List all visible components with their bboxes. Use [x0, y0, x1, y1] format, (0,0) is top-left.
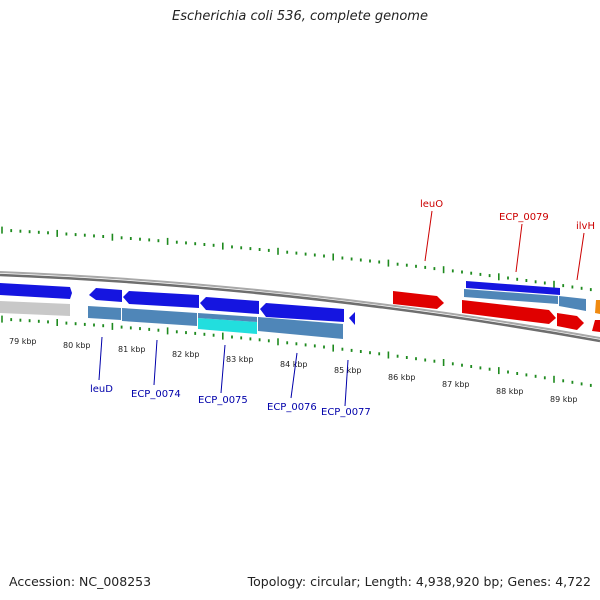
reverse-cds-bars [0, 289, 586, 339]
reverse-gene-arrow[interactable] [349, 312, 355, 325]
forward-gene-arrow[interactable] [462, 300, 556, 324]
inner-tick-marks [1, 315, 592, 387]
highlighted-cds-bar[interactable] [198, 318, 257, 334]
genome-stats-label: Topology: circular; Length: 4,938,920 bp… [247, 574, 591, 589]
scale-label: 83 kbp [226, 355, 254, 364]
accession-label: Accession: NC_008253 [9, 574, 152, 589]
gene-label-ecp-0075[interactable]: ECP_0075 [198, 395, 248, 406]
reverse-gene-arrow[interactable] [466, 281, 560, 295]
gene-label-leud[interactable]: leuD [90, 384, 113, 395]
gene-label-ilvh[interactable]: ilvH [576, 221, 595, 232]
forward-gene-arrow[interactable] [592, 320, 600, 332]
reverse-gene-arrow[interactable] [200, 297, 259, 314]
scale-label: 88 kbp [496, 387, 524, 396]
forward-strand-genes [393, 291, 600, 332]
label-leader-line [576, 232, 585, 281]
cds-bar[interactable] [122, 308, 197, 326]
gene-label-ecp-0074[interactable]: ECP_0074 [131, 389, 181, 400]
reverse-gene-arrow[interactable] [260, 303, 344, 322]
label-leader-line [424, 210, 433, 262]
cds-bar[interactable] [464, 289, 558, 304]
genome-backbone-outer [0, 271, 600, 339]
forward-gene-labels: leuO ECP_0079 ilvH [420, 199, 595, 281]
gray-feature-bar[interactable] [0, 301, 70, 316]
scale-label: 82 kbp [172, 350, 200, 359]
cds-bar[interactable] [88, 306, 121, 320]
reverse-gene-labels: leuD ECP_0074 ECP_0075 ECP_0076 ECP_0077 [90, 336, 371, 418]
gene-label-ecp-0077[interactable]: ECP_0077 [321, 407, 371, 418]
scale-label: 89 kbp [550, 395, 578, 404]
reverse-gene-arrow[interactable] [123, 291, 199, 308]
scale-label: 79 kbp [9, 337, 37, 346]
gene-label-ecp-0076[interactable]: ECP_0076 [267, 402, 317, 413]
scale-label: 81 kbp [118, 345, 146, 354]
genome-backbone-inner [0, 273, 600, 343]
cds-bar[interactable] [198, 313, 257, 322]
label-leader-line [98, 336, 103, 381]
scale-label: 86 kbp [388, 373, 416, 382]
cds-bar[interactable] [258, 317, 343, 339]
reverse-gene-arrow[interactable] [89, 288, 122, 302]
scale-label: 87 kbp [442, 380, 470, 389]
gene-label-ecp-0079[interactable]: ECP_0079 [499, 212, 549, 223]
gene-label-leuo[interactable]: leuO [420, 199, 443, 210]
label-leader-line [220, 344, 226, 394]
label-leader-line [153, 339, 158, 386]
scale-label: 80 kbp [63, 341, 91, 350]
label-leader-line [344, 359, 349, 407]
forward-gene-arrow[interactable] [393, 291, 444, 309]
forward-gene-arrow[interactable] [557, 313, 584, 330]
map-title: Escherichia coli 536, complete genome [172, 9, 428, 24]
label-leader-line [515, 223, 523, 273]
orange-feature[interactable] [595, 300, 600, 314]
scale-label: 84 kbp [280, 360, 308, 369]
label-leader-line [290, 352, 298, 399]
reverse-strand-genes [0, 281, 560, 325]
cds-bar[interactable] [559, 296, 586, 311]
reverse-gene-arrow[interactable] [0, 283, 72, 299]
outer-tick-marks [1, 226, 592, 292]
